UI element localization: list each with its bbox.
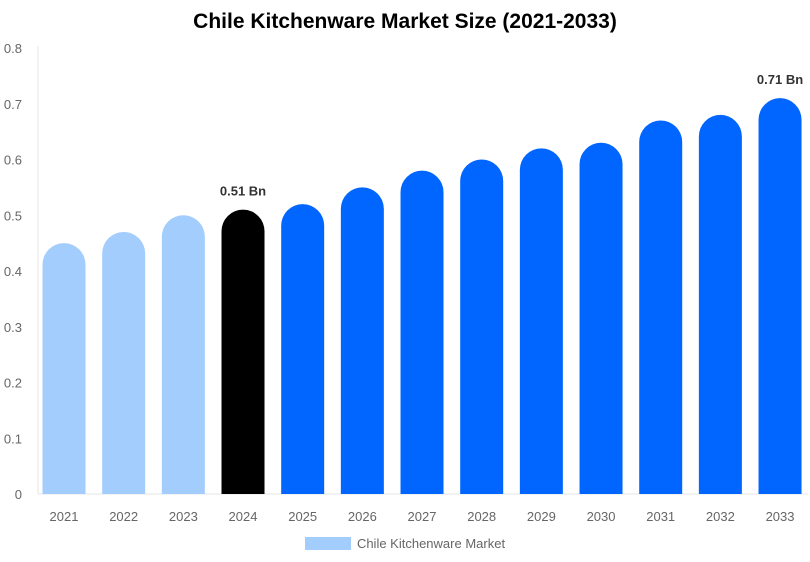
bar-2021 <box>42 243 86 494</box>
chart-title: Chile Kitchenware Market Size (2021-2033… <box>193 10 617 33</box>
bar-2029 <box>519 148 563 494</box>
bar-2033 <box>758 98 802 494</box>
x-tick-label: 2021 <box>50 509 79 524</box>
y-tick-label: 0.2 <box>4 376 22 391</box>
bar-2026 <box>340 187 384 494</box>
x-tick-label: 2030 <box>587 509 616 524</box>
bar-2023 <box>161 215 205 494</box>
bar-2025 <box>281 204 325 494</box>
y-tick-label: 0.1 <box>4 431 22 446</box>
y-tick-label: 0.6 <box>4 153 22 168</box>
data-label: 0.51 Bn <box>220 184 266 199</box>
x-tick-label: 2032 <box>706 509 735 524</box>
x-tick-label: 2024 <box>229 509 258 524</box>
bar-2027 <box>400 170 444 494</box>
legend: Chile Kitchenware Market <box>0 536 810 551</box>
y-tick-label: 0.8 <box>4 41 22 56</box>
bar-2032 <box>698 114 742 494</box>
x-tick-label: 2022 <box>109 509 138 524</box>
x-tick-label: 2027 <box>408 509 437 524</box>
x-tick-label: 2026 <box>348 509 377 524</box>
legend-swatch <box>304 537 351 550</box>
data-label: 0.71 Bn <box>757 72 803 87</box>
bar-2031 <box>639 120 683 494</box>
bar-2024 <box>221 209 265 495</box>
x-tick-label: 2025 <box>288 509 317 524</box>
x-tick-label: 2023 <box>169 509 198 524</box>
bar-2022 <box>102 231 146 494</box>
y-tick-label: 0 <box>15 487 22 502</box>
legend-label: Chile Kitchenware Market <box>356 536 506 551</box>
x-tick-label: 2033 <box>766 509 795 524</box>
x-tick-label: 2029 <box>527 509 556 524</box>
y-tick-label: 0.3 <box>4 320 22 335</box>
x-tick-label: 2031 <box>646 509 675 524</box>
y-tick-label: 0.4 <box>4 264 22 279</box>
bar-2028 <box>460 159 504 494</box>
bar-2030 <box>579 142 623 494</box>
y-tick-label: 0.7 <box>4 97 22 112</box>
x-tick-label: 2028 <box>467 509 496 524</box>
y-tick-label: 0.5 <box>4 208 22 223</box>
